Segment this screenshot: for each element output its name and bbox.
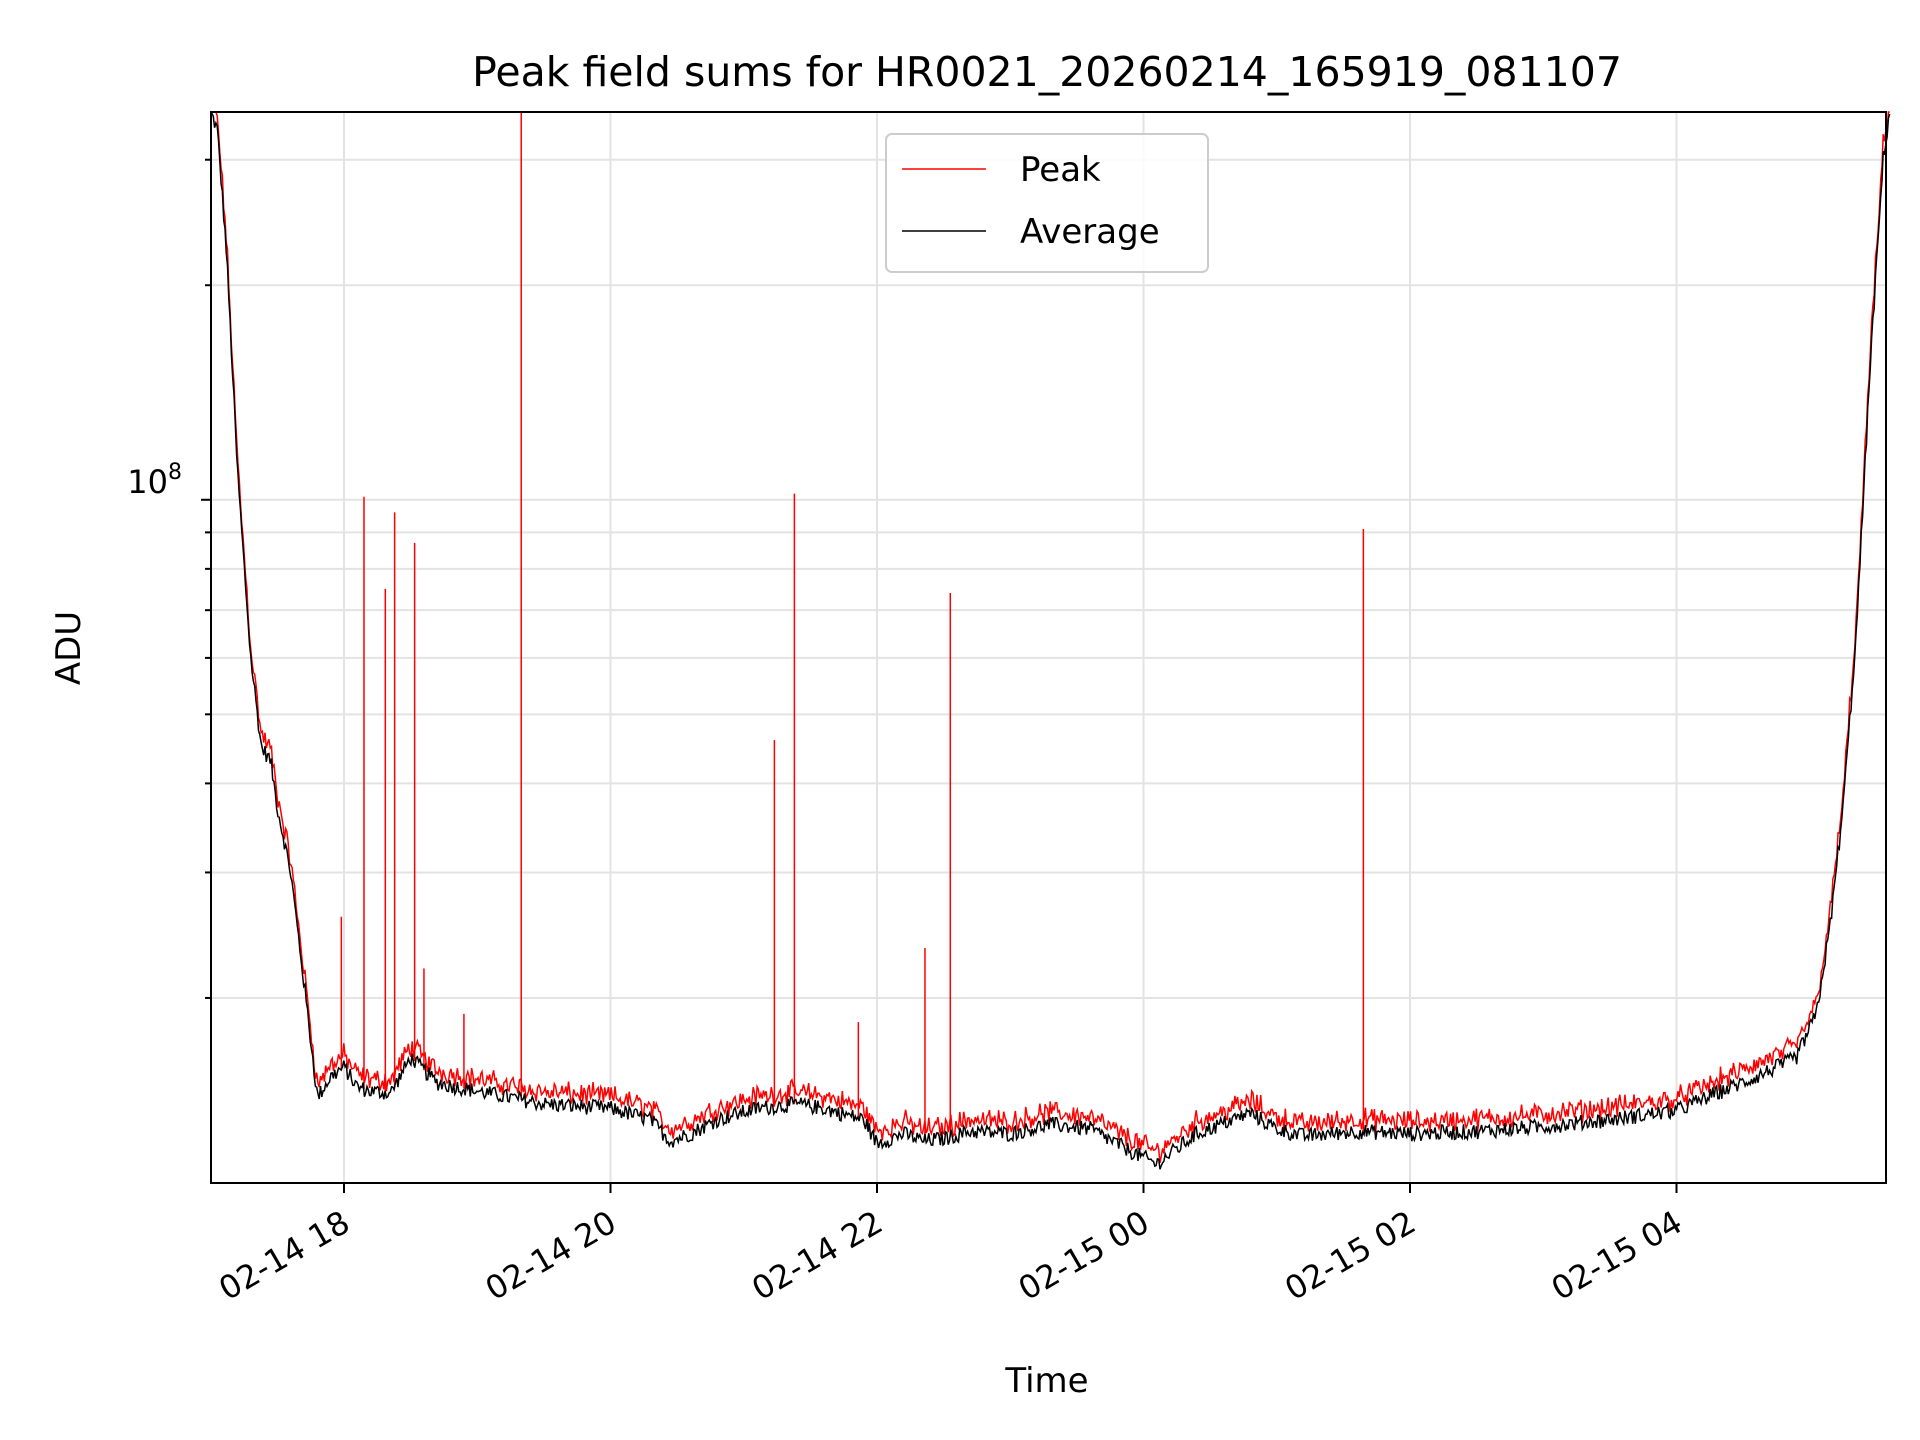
peak-series-line xyxy=(210,111,1890,1164)
average-series-line xyxy=(210,111,1891,1170)
grid-layer xyxy=(211,112,1886,1183)
plot-frame xyxy=(210,111,1887,1184)
legend: Peak Average xyxy=(885,133,1209,273)
legend-peak-label: Peak xyxy=(1020,150,1101,190)
y-axis-title: ADU xyxy=(49,611,89,685)
legend-average-label: Average xyxy=(1020,212,1160,252)
chart-title: Peak field sums for HR0021_20260214_1659… xyxy=(472,48,1622,96)
series-layer xyxy=(210,111,1891,1170)
x-axis-title: Time xyxy=(1004,1361,1088,1401)
y-tick-label-1e8: 108 xyxy=(127,460,182,501)
